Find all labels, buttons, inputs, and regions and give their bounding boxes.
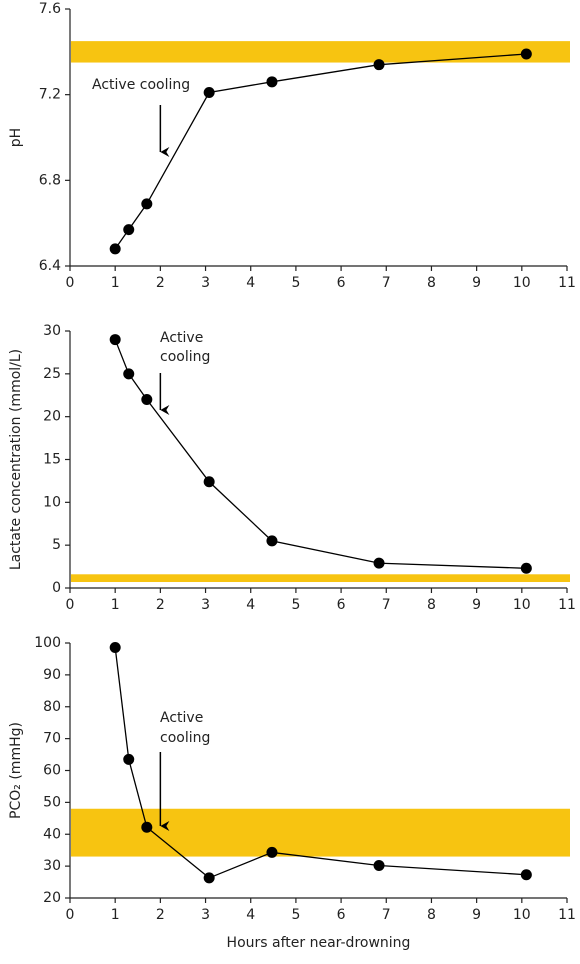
x-tick-label: 3	[201, 597, 210, 613]
x-tick-label: 10	[513, 907, 531, 923]
y-tick-label: 70	[43, 731, 61, 747]
data-point	[520, 48, 532, 60]
data-point	[373, 59, 385, 71]
y-tick-label: 30	[43, 858, 61, 874]
y-axis-label: pH	[8, 128, 24, 147]
x-tick-label: 8	[427, 597, 436, 613]
data-point	[123, 368, 135, 380]
x-tick-label: 3	[201, 907, 210, 923]
y-tick-label: 0	[52, 580, 61, 596]
y-tick-label: 40	[43, 826, 61, 842]
y-tick-label: 30	[43, 323, 61, 339]
data-point	[109, 243, 121, 255]
y-tick-label: 10	[43, 494, 61, 510]
x-tick-label: 4	[246, 907, 255, 923]
y-tick-label: 50	[43, 794, 61, 810]
x-tick-label: 6	[337, 275, 346, 291]
data-point	[203, 87, 215, 99]
x-tick-label: 2	[156, 597, 165, 613]
y-tick-label: 15	[43, 452, 61, 468]
y-tick-label: 60	[43, 763, 61, 779]
y-axis-label: Lactate concentration (mmol/L)	[8, 349, 24, 570]
x-tick-label: 7	[382, 907, 391, 923]
y-tick-label: 5	[52, 537, 61, 553]
y-tick-label: 80	[43, 699, 61, 715]
data-point	[520, 562, 532, 574]
x-tick-label: 7	[382, 275, 391, 291]
reference-band	[71, 41, 570, 63]
x-tick-label: 11	[558, 597, 576, 613]
y-tick-label: 90	[43, 667, 61, 683]
data-point	[266, 846, 278, 858]
x-tick-label: 1	[111, 597, 120, 613]
reference-band	[71, 808, 570, 857]
x-tick-label: 10	[513, 275, 531, 291]
data-point	[266, 535, 278, 547]
data-point	[141, 198, 153, 210]
x-tick-label: 7	[382, 597, 391, 613]
y-tick-label: 100	[34, 635, 61, 651]
data-point	[203, 872, 215, 884]
data-point	[109, 641, 121, 653]
annotation: Active	[160, 710, 203, 726]
reference-band	[71, 574, 570, 583]
annotation: cooling	[160, 349, 210, 365]
x-tick-label: 2	[156, 275, 165, 291]
annotation: Active	[160, 330, 203, 346]
x-tick-label: 4	[246, 597, 255, 613]
data-point	[123, 224, 135, 236]
y-tick-label: 6.4	[39, 258, 61, 274]
data-point	[109, 334, 121, 346]
x-tick-label: 11	[558, 275, 576, 291]
x-tick-label: 5	[291, 275, 300, 291]
x-axis-label: Hours after near-drowning	[227, 935, 411, 951]
x-tick-label: 9	[472, 275, 481, 291]
data-point	[266, 76, 278, 88]
data-line	[114, 339, 527, 569]
data-point	[123, 753, 135, 765]
x-tick-label: 9	[472, 597, 481, 613]
data-point	[520, 869, 532, 881]
y-axis-label: PCO₂ (mmHg)	[8, 722, 24, 819]
x-tick-label: 4	[246, 275, 255, 291]
y-tick-label: 7.2	[39, 87, 61, 103]
x-tick-label: 1	[111, 907, 120, 923]
y-tick-label: 7.6	[39, 1, 61, 17]
data-point	[373, 859, 385, 871]
x-tick-label: 10	[513, 597, 531, 613]
x-tick-label: 6	[337, 597, 346, 613]
data-point	[141, 394, 153, 406]
x-tick-label: 5	[291, 597, 300, 613]
x-tick-label: 0	[66, 275, 75, 291]
data-point	[203, 476, 215, 488]
data-point	[141, 821, 153, 833]
y-tick-label: 6.8	[39, 172, 61, 188]
x-tick-label: 2	[156, 907, 165, 923]
x-tick-label: 0	[66, 597, 75, 613]
x-tick-label: 6	[337, 907, 346, 923]
annotation: Active cooling	[92, 77, 190, 93]
x-tick-label: 9	[472, 907, 481, 923]
x-tick-label: 0	[66, 907, 75, 923]
data-point	[373, 557, 385, 569]
x-tick-label: 5	[291, 907, 300, 923]
x-tick-label: 8	[427, 275, 436, 291]
x-tick-label: 1	[111, 275, 120, 291]
annotation: cooling	[160, 730, 210, 746]
y-tick-label: 20	[43, 409, 61, 425]
x-tick-label: 3	[201, 275, 210, 291]
x-tick-label: 8	[427, 907, 436, 923]
x-tick-label: 11	[558, 907, 576, 923]
y-tick-label: 25	[43, 366, 61, 382]
y-tick-label: 20	[43, 890, 61, 906]
